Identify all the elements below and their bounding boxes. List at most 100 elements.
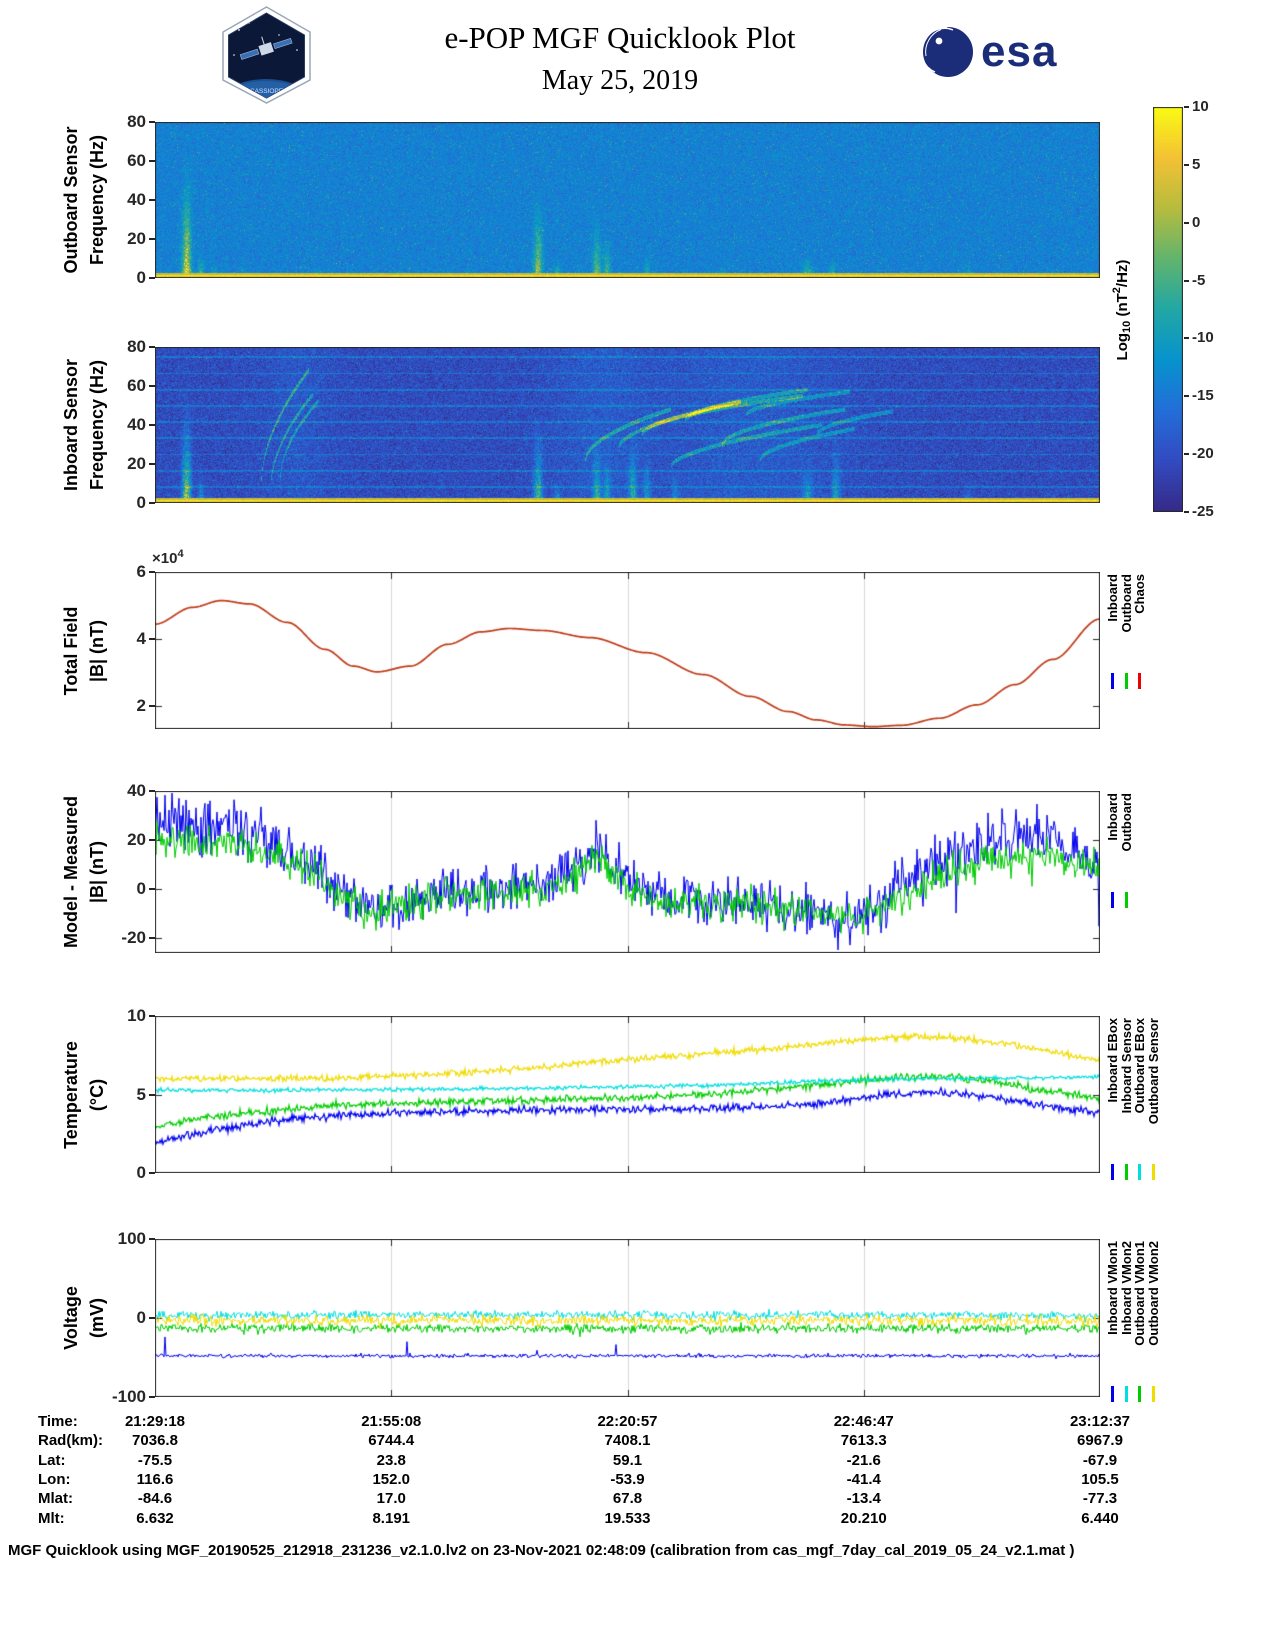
y-tick-label: 0 — [136, 268, 146, 287]
legend-swatch — [1111, 1386, 1114, 1402]
y-axis-label-line1: Total Field — [61, 606, 81, 695]
y-tick-label: 5 — [136, 1084, 146, 1104]
table-cell: 23:12:37 — [1069, 1413, 1131, 1430]
y-tick-mark — [149, 790, 155, 792]
colorbar-tick-mark — [1184, 279, 1189, 282]
y-tick-mark — [149, 385, 155, 387]
colorbar-label-pre: Log — [1114, 332, 1131, 361]
model-minus-measured-panel: Model - Measured |B| (nT) -20 0 20 40 Inboar… — [0, 781, 1275, 953]
y-tick-mark — [149, 277, 155, 279]
colorbar-tick-mark — [1184, 453, 1189, 456]
colorbar-tick-mark — [1184, 337, 1189, 340]
table-cell: 59.1 — [612, 1451, 643, 1469]
y-tick-mark — [149, 1396, 155, 1398]
legend-swatch — [1138, 1386, 1141, 1402]
y-tick-mark — [149, 238, 155, 240]
table-cell: 6744.4 — [368, 1432, 415, 1450]
temperature-canvas — [155, 1016, 1100, 1173]
y-tick-mark — [149, 346, 155, 348]
y-tick-mark — [149, 705, 155, 708]
y-axis-label-line1: Model - Measured — [61, 795, 81, 949]
table-row-label: Mlt: — [38, 1509, 65, 1527]
y-tick-mark — [149, 839, 155, 842]
y-tick-label: 40 — [127, 781, 146, 800]
legend-swatch — [1124, 673, 1128, 689]
table-cell: -13.4 — [846, 1490, 881, 1508]
total-field-canvas — [155, 572, 1100, 729]
outboard-spectrogram-canvas — [155, 122, 1100, 278]
header-title-block: e-POP MGF Quicklook Plot May 25, 2019 — [300, 20, 940, 97]
colorbar-tick-mark — [1184, 106, 1189, 108]
footer-caption: MGF Quicklook using MGF_20190525_212918_… — [8, 1542, 1075, 1559]
colorbar-tick-label: -20 — [1192, 445, 1214, 463]
legend-swatch — [1124, 1386, 1128, 1402]
table-cell: 22:46:47 — [833, 1413, 894, 1430]
table-cell: 7613.3 — [840, 1432, 887, 1450]
table-row-label: Lat: — [38, 1451, 66, 1469]
colorbar-tick-mark — [1184, 221, 1189, 224]
y-tick-label: 0 — [136, 493, 146, 512]
y-tick-label: 80 — [127, 337, 146, 356]
colorbar-label-post: /Hz) — [1114, 259, 1131, 288]
esa-logo-disc — [922, 26, 973, 77]
colorbar-tick-label: -10 — [1192, 329, 1214, 347]
y-tick-label: 80 — [127, 112, 146, 131]
table-cell: -84.6 — [137, 1490, 173, 1508]
y-tick-mark — [149, 1172, 155, 1174]
table-cell: 23.8 — [376, 1451, 406, 1469]
legend-label: Inboard EBox — [1105, 1018, 1120, 1103]
colorbar-label-mid: (nT — [1114, 293, 1131, 321]
table-cell: -53.9 — [610, 1470, 645, 1488]
y-tick-label: 6 — [136, 562, 146, 581]
legend-swatch — [1111, 673, 1114, 689]
y-tick-mark — [149, 638, 155, 641]
table-cell: -75.5 — [137, 1451, 173, 1469]
y-tick-label: -100 — [111, 1387, 146, 1406]
voltage-canvas — [155, 1239, 1100, 1397]
table-cell: 7408.1 — [604, 1432, 651, 1450]
y-tick-mark — [149, 502, 155, 504]
colorbar-tick-label: -25 — [1192, 503, 1214, 520]
y-tick-label: 2 — [136, 696, 146, 716]
esa-wordmark: esa — [981, 27, 1058, 76]
exponent-base: ×10 — [152, 550, 178, 567]
y-tick-label: 0 — [136, 879, 146, 899]
table-cell: 22:20:57 — [597, 1413, 658, 1430]
plot-date: May 25, 2019 — [541, 65, 699, 96]
colorbar-tick-mark — [1184, 395, 1189, 398]
colorbar-tick-label: 0 — [1192, 213, 1201, 231]
y-tick-label: -20 — [121, 928, 146, 948]
colorbar-tick-mark — [1184, 511, 1189, 513]
y-tick-label: 0 — [136, 1163, 146, 1182]
colorbar-tick-label: -15 — [1192, 387, 1214, 405]
legend-swatch — [1111, 1164, 1114, 1180]
exponent-power: 4 — [177, 548, 184, 560]
cassiope-mission-logo: CASSIOPE — [222, 6, 311, 104]
y-tick-label: 60 — [127, 376, 146, 395]
legend-label: Inboard — [1105, 793, 1120, 841]
inboard-spectrogram-panel: Inboard Sensor Frequency (Hz) 0 20 40 60 80 — [0, 337, 1275, 512]
y-tick-mark — [149, 160, 155, 162]
table-row-label: Mlat: — [38, 1490, 73, 1508]
table-row-label: Time: — [38, 1413, 78, 1430]
legend-label: Outboard Sensor — [1145, 1018, 1161, 1125]
outboard-spectrogram-panel: Outboard Sensor Frequency (Hz) 0 20 40 60 80 — [0, 112, 1275, 287]
y-tick-label: 60 — [127, 151, 146, 170]
y-tick-label: 40 — [127, 190, 146, 209]
table-cell: 8.191 — [372, 1509, 411, 1527]
inboard-spectrogram-canvas — [155, 347, 1100, 503]
y-tick-mark — [149, 121, 155, 123]
table-cell: 7036.8 — [132, 1432, 178, 1450]
y-tick-mark — [149, 1238, 155, 1240]
table-cell: -41.4 — [846, 1470, 881, 1488]
colorbar-label-sup: 2 — [1111, 287, 1123, 294]
table-cell: 116.6 — [136, 1470, 174, 1488]
legend-label: Inboard — [1105, 574, 1120, 622]
table-cell: 6.632 — [136, 1509, 174, 1527]
y-tick-label: 0 — [136, 1308, 146, 1327]
esa-logo: esa — [922, 26, 1057, 78]
table-cell: 21:29:18 — [124, 1413, 186, 1430]
legend-label: Inboard Sensor — [1118, 1018, 1134, 1114]
colorbar-tick-mark — [1184, 163, 1189, 166]
